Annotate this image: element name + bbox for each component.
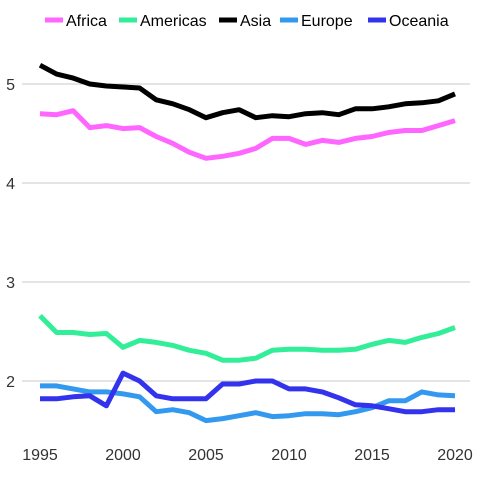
series-line-asia bbox=[38, 62, 456, 121]
x-tick-label: 2015 bbox=[354, 447, 390, 464]
y-tick-label: 5 bbox=[6, 77, 15, 94]
series-line-americas bbox=[38, 313, 456, 363]
legend-label: Americas bbox=[140, 13, 207, 30]
legend-label: Oceania bbox=[389, 13, 449, 30]
x-tick-label: 2000 bbox=[105, 447, 141, 464]
y-tick-label: 4 bbox=[6, 176, 15, 193]
legend-label: Asia bbox=[240, 13, 271, 30]
legend-label: Africa bbox=[66, 13, 107, 30]
legend-item-europe: Europe bbox=[280, 13, 353, 30]
legend-label: Europe bbox=[301, 13, 353, 30]
legend: Africa Americas Asia Europe Oceania bbox=[45, 13, 449, 30]
legend-item-africa: Africa bbox=[45, 13, 107, 30]
y-axis-ticks: 2 3 4 5 bbox=[6, 77, 15, 391]
y-tick-label: 3 bbox=[6, 275, 15, 292]
series-line-oceania bbox=[40, 370, 455, 415]
legend-item-oceania: Oceania bbox=[368, 13, 449, 30]
x-tick-label: 1995 bbox=[22, 447, 58, 464]
x-tick-label: 2020 bbox=[437, 447, 473, 464]
legend-item-asia: Asia bbox=[219, 13, 271, 30]
legend-item-americas: Americas bbox=[119, 13, 207, 30]
series-lines bbox=[38, 62, 456, 424]
series-line-europe bbox=[40, 383, 456, 424]
y-tick-label: 2 bbox=[6, 374, 15, 391]
series-line-africa bbox=[39, 108, 456, 161]
x-tick-label: 2005 bbox=[188, 447, 224, 464]
x-axis-ticks: 1995 2000 2005 2010 2015 2020 bbox=[22, 447, 473, 464]
x-tick-label: 2010 bbox=[271, 447, 307, 464]
